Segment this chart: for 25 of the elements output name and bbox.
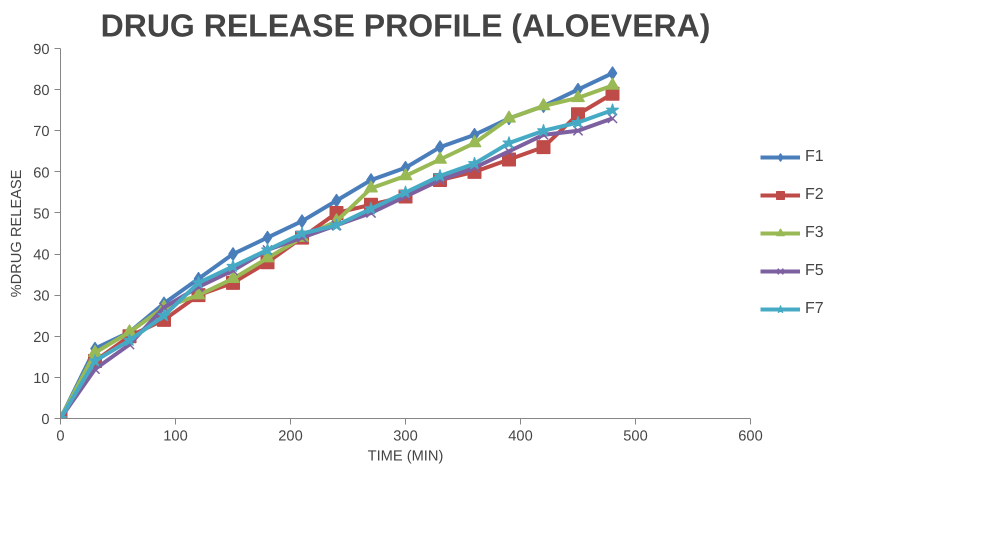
x-axis-title: TIME (MIN)	[368, 448, 444, 464]
x-tick-label: 500	[623, 428, 648, 444]
legend-label: F3	[805, 224, 825, 242]
y-tick-label: 10	[33, 370, 50, 387]
y-tick-label: 70	[33, 124, 50, 140]
x-tick-label: 100	[163, 428, 188, 444]
x-tick-label: 0	[56, 428, 65, 444]
y-tick-label: 80	[33, 83, 50, 100]
legend-label: F5	[805, 262, 825, 280]
y-tick-label: 90	[33, 42, 50, 58]
y-tick-label: 20	[33, 330, 50, 346]
y-tick-label: 30	[33, 288, 50, 305]
legend-label: F7	[805, 300, 825, 318]
x-tick-label: 200	[278, 428, 303, 444]
y-tick-label: 40	[33, 248, 50, 264]
x-tick-label: 400	[508, 428, 533, 444]
legend-label: F2	[805, 186, 825, 204]
y-tick-label: 0	[41, 412, 50, 428]
chart-title: DRUG RELEASE PROFILE (ALOEVERA)	[100, 8, 710, 44]
y-axis-title: %DRUG RELEASE	[9, 169, 26, 298]
x-tick-label: 600	[738, 428, 763, 444]
legend-label: F1	[805, 148, 825, 166]
y-tick-label: 50	[33, 206, 50, 222]
y-tick-label: 60	[33, 165, 50, 182]
x-tick-label: 300	[393, 428, 418, 444]
